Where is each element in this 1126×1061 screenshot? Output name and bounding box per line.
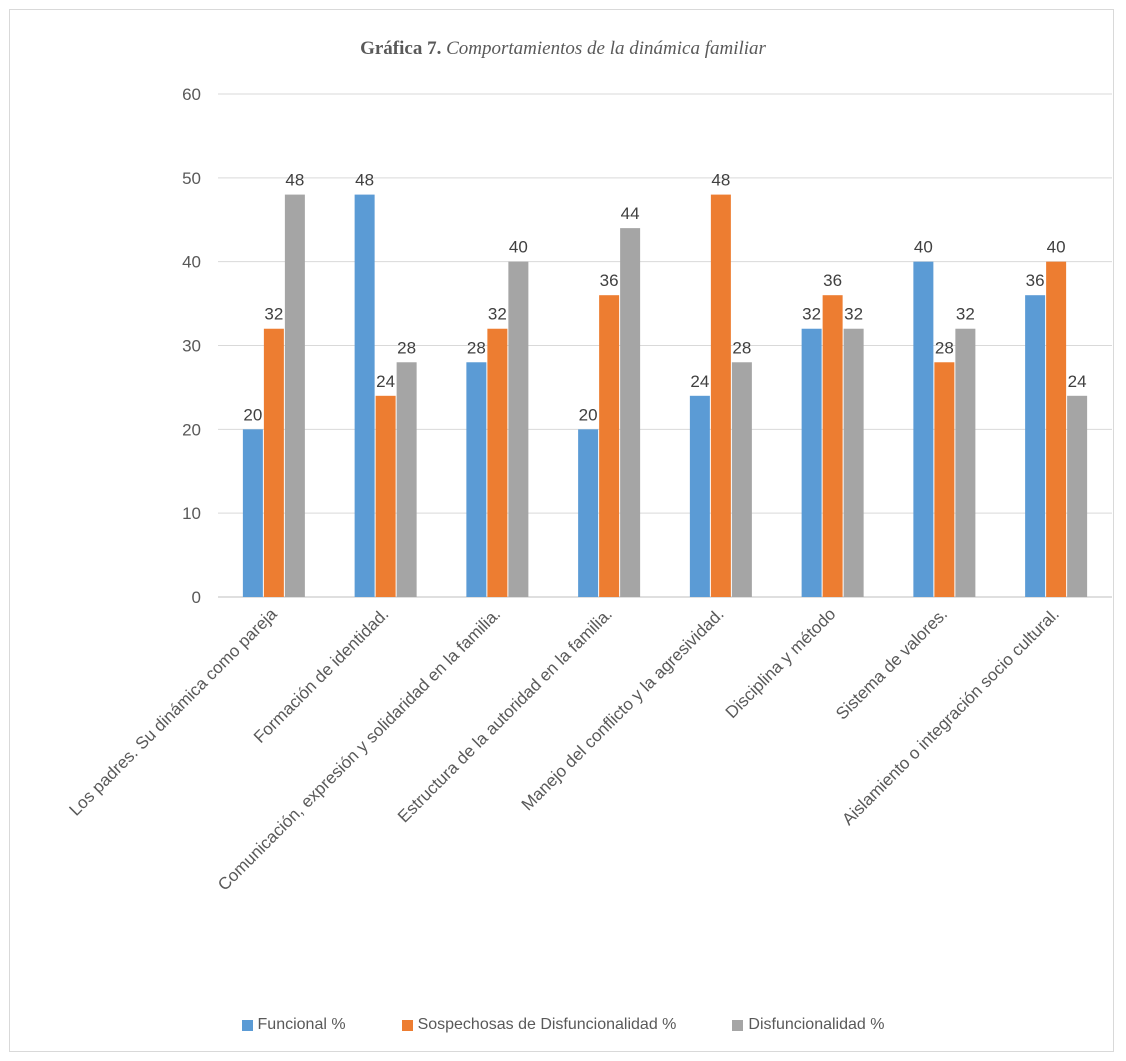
data-label: 40 — [509, 238, 528, 257]
data-label: 24 — [690, 372, 709, 391]
bar — [822, 295, 843, 597]
bar — [710, 194, 731, 597]
data-label: 48 — [355, 171, 374, 190]
data-label: 40 — [914, 238, 933, 257]
bar — [1067, 395, 1088, 597]
legend-item: Sospechosas de Disfuncionalidad % — [401, 1016, 677, 1034]
bar — [375, 395, 396, 597]
bar — [599, 295, 620, 597]
bar — [242, 429, 263, 597]
y-tick-label: 0 — [192, 588, 201, 607]
legend-label: Sospechosas de Disfuncionalidad % — [417, 1016, 677, 1033]
data-label: 40 — [1047, 238, 1066, 257]
data-label: 36 — [600, 271, 619, 290]
chart-title-number: Gráfica 7. — [360, 38, 442, 59]
data-label: 28 — [732, 338, 751, 357]
data-label: 48 — [711, 171, 730, 190]
chart-title: Gráfica 7. Comportamientos de la dinámic… — [0, 38, 1126, 60]
legend-swatch — [732, 1019, 744, 1031]
x-tick-label: Manejo del conflicto y la agresividad. — [518, 604, 728, 814]
data-label: 36 — [823, 271, 842, 290]
data-label: 48 — [285, 171, 304, 190]
data-label: 24 — [376, 372, 395, 391]
y-tick-label: 20 — [182, 420, 201, 439]
bar — [487, 328, 508, 597]
data-label: 20 — [579, 405, 598, 424]
bar — [578, 429, 599, 597]
bar — [354, 194, 375, 597]
data-label: 28 — [397, 338, 416, 357]
legend-label: Funcional % — [257, 1016, 346, 1033]
bar — [955, 328, 976, 597]
data-label: 36 — [1026, 271, 1045, 290]
bar — [934, 362, 955, 597]
bar — [913, 261, 934, 597]
bar — [466, 362, 487, 597]
bar — [843, 328, 864, 597]
legend-item: Funcional % — [241, 1016, 346, 1034]
data-label: 32 — [802, 305, 821, 324]
bar — [689, 395, 710, 597]
data-label: 44 — [621, 204, 640, 223]
bar — [284, 194, 305, 597]
chart-title-text: Comportamientos de la dinámica familiar — [446, 38, 766, 59]
x-tick-label: Estructura de la autoridad en la familia… — [394, 604, 616, 826]
legend-swatch — [401, 1019, 413, 1031]
bar — [263, 328, 284, 597]
data-label: 28 — [467, 338, 486, 357]
y-tick-label: 50 — [182, 169, 201, 188]
y-tick-label: 40 — [182, 253, 201, 272]
y-tick-label: 60 — [182, 85, 201, 104]
x-tick-label: Aislamiento o integración socio cultural… — [838, 604, 1063, 829]
chart-legend: Funcional % Sospechosas de Disfuncionalid… — [0, 1016, 1126, 1034]
data-label: 32 — [488, 305, 507, 324]
data-label: 24 — [1068, 372, 1087, 391]
y-tick-label: 30 — [182, 337, 201, 356]
legend-item: Disfuncionalidad % — [732, 1016, 884, 1034]
x-tick-label: Los padres. Su dinámica como pareja — [65, 604, 281, 820]
data-label: 20 — [243, 405, 262, 424]
bar — [508, 261, 529, 597]
x-tick-label: Sistema de valores. — [832, 604, 951, 723]
legend-swatch — [241, 1019, 253, 1031]
bar — [731, 362, 752, 597]
data-label: 32 — [264, 305, 283, 324]
data-label: 32 — [844, 305, 863, 324]
bar — [1025, 295, 1046, 597]
y-tick-label: 10 — [182, 504, 201, 523]
data-label: 32 — [956, 305, 975, 324]
bar — [801, 328, 822, 597]
bar — [620, 228, 641, 597]
bar — [1046, 261, 1067, 597]
x-tick-label: Disciplina y método — [722, 604, 840, 722]
bar — [396, 362, 417, 597]
legend-label: Disfuncionalidad % — [748, 1016, 885, 1033]
data-label: 28 — [935, 338, 954, 357]
